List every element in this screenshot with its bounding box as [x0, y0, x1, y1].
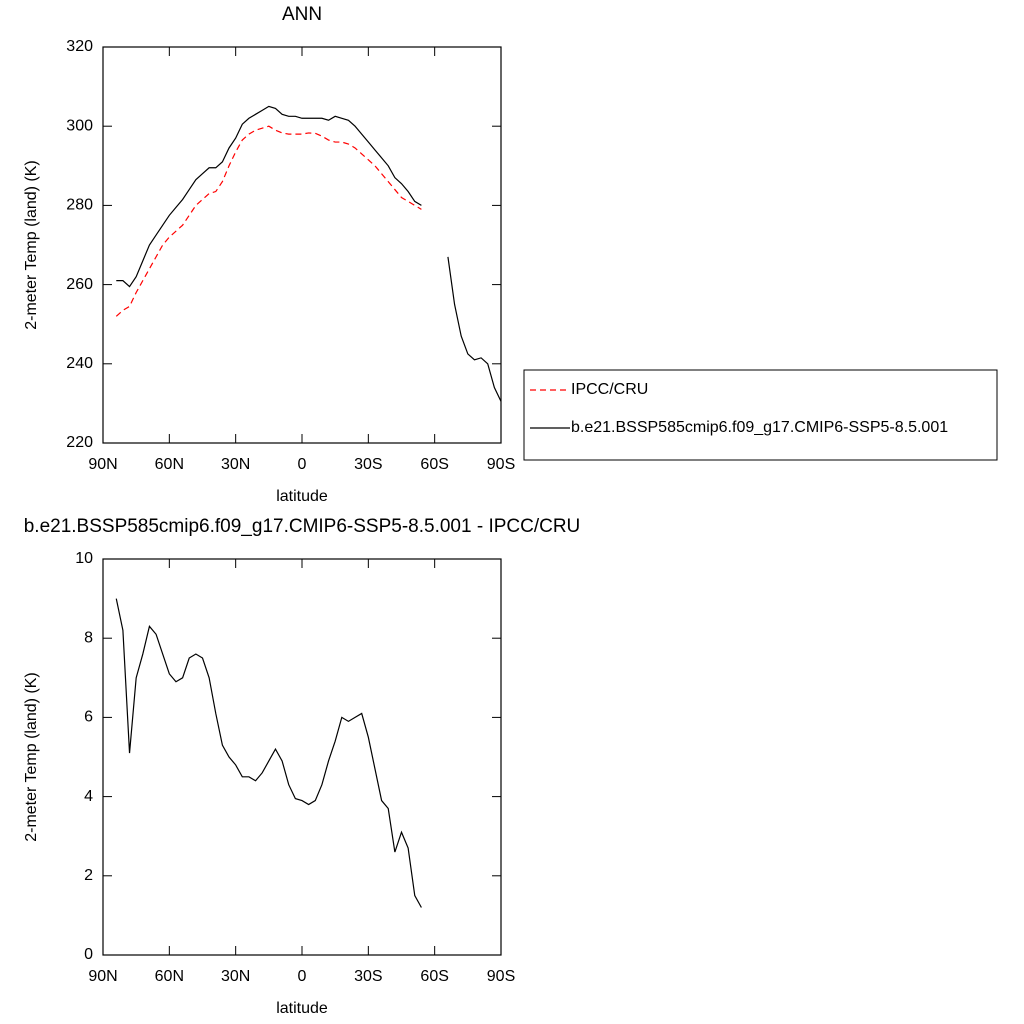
- x-tick-label: 90N: [88, 456, 117, 473]
- y-tick-label: 280: [66, 197, 93, 214]
- y-tick-label: 300: [66, 117, 93, 134]
- y-tick-label: 4: [84, 788, 93, 805]
- data-line: [115, 125, 422, 317]
- x-tick-label: 30S: [354, 456, 382, 473]
- x-tick-label: 0: [298, 968, 307, 985]
- plot-frame: [102, 558, 502, 956]
- data-line: [116, 105, 502, 402]
- legend-box: [523, 369, 998, 461]
- data-line: [115, 598, 422, 908]
- y-axis-label: 2-meter Temp (land) (K): [23, 672, 40, 842]
- y-tick-label: 220: [66, 434, 93, 451]
- x-tick-label: 90N: [88, 968, 117, 985]
- x-tick-label: 0: [298, 456, 307, 473]
- y-axis-label: 2-meter Temp (land) (K): [23, 160, 40, 330]
- x-axis-label: latitude: [276, 1000, 328, 1017]
- y-tick-label: 240: [66, 355, 93, 372]
- x-axis-label: latitude: [276, 488, 328, 505]
- y-tick-label: 6: [84, 709, 93, 726]
- x-tick-label: 90S: [487, 456, 515, 473]
- legend-label: IPCC/CRU: [571, 381, 648, 398]
- x-tick-label: 90S: [487, 968, 515, 985]
- y-tick-label: 260: [66, 276, 93, 293]
- chart-title: b.e21.BSSP585cmip6.f09_g17.CMIP6-SSP5-8.…: [24, 516, 581, 537]
- x-tick-label: 30N: [221, 456, 250, 473]
- x-tick-label: 30S: [354, 968, 382, 985]
- x-tick-label: 60S: [420, 456, 448, 473]
- legend-label: b.e21.BSSP585cmip6.f09_g17.CMIP6-SSP5-8.…: [571, 419, 948, 436]
- x-tick-label: 60S: [420, 968, 448, 985]
- chart-title: ANN: [282, 4, 322, 25]
- x-tick-label: 60N: [155, 968, 184, 985]
- y-tick-label: 2: [84, 867, 93, 884]
- y-tick-label: 0: [84, 946, 93, 963]
- x-tick-label: 30N: [221, 968, 250, 985]
- plot-frame: [102, 46, 502, 444]
- y-tick-label: 320: [66, 38, 93, 55]
- y-tick-label: 10: [75, 550, 93, 567]
- y-tick-label: 8: [84, 629, 93, 646]
- x-tick-label: 60N: [155, 456, 184, 473]
